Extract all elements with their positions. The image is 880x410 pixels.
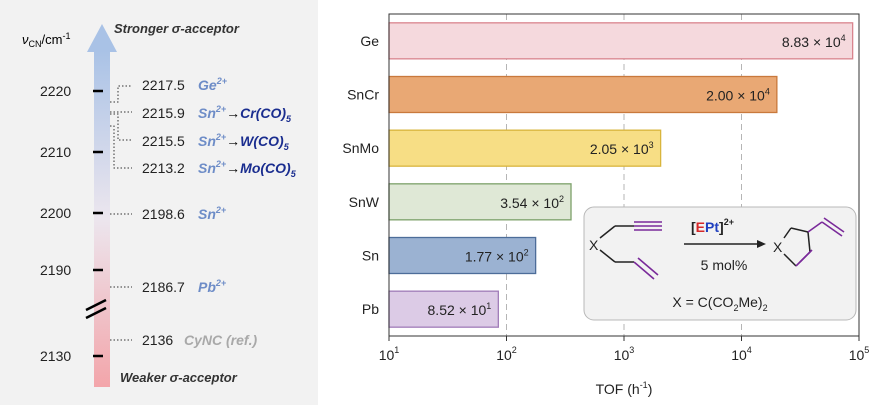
entry-ion: CyNC (ref.) [184,332,257,348]
entry-ion: Sn2+→Mo(CO)5 [198,159,297,179]
entry-ion: Sn2+→W(CO)5 [198,132,290,152]
bar-ge [388,22,854,60]
connector-snmo [110,125,132,169]
tick-label: 2200 [40,205,71,221]
tick-label: 2190 [40,262,71,278]
x-tick-label: 104 [731,345,752,363]
category-label: Ge [360,33,379,49]
axis-break-icon [85,298,107,320]
axis-label: νCN/cm-1 [22,31,70,49]
weaker-acceptor-label: Weaker σ-acceptor [120,370,238,385]
tick-label: 2130 [40,348,71,364]
entry-sncr: 2215.9 Sn2+→Cr(CO)5 [142,104,292,124]
x-tick-label: 102 [496,345,517,363]
entry-snmo: 2213.2 Sn2+→Mo(CO)5 [142,159,297,179]
entry-value: 2136 [142,332,173,348]
category-label: SnW [349,194,380,210]
value-label: 2.00 × 104 [706,87,770,104]
axis-tick-labels: 2220 2210 2200 2190 2130 [40,83,71,364]
bar-sncr [388,75,778,114]
tof-bar-chart: Ge SnCr SnMo SnW Sn Pb 8.83 × 104 2.00 × 104 2.… [342,13,870,397]
value-label: 1.77 × 102 [465,248,529,265]
axis-tick-marks [93,89,103,358]
entry-ion: Ge2+ [198,76,228,93]
category-label: SnMo [342,140,379,156]
product-x-label: X [773,239,783,255]
catalyst-label: [EPt]2+ [691,217,734,235]
entry-sn: 2198.6 Sn2+ [142,205,227,222]
reaction-arrowhead-icon [757,240,766,248]
entry-value: 2213.2 [142,160,185,176]
entry-ion: Sn2+→Cr(CO)5 [198,104,292,124]
dotted-connectors [110,85,132,341]
tick-label: 2210 [40,144,71,160]
value-label: 3.54 × 102 [500,194,564,211]
entry-cync: 2136 CyNC (ref.) [142,332,257,348]
x-axis-label: TOF (h-1) [596,380,653,397]
bar-snmo [388,129,662,167]
category-label: Pb [362,301,379,317]
entry-ge: 2217.5 Ge2+ [142,76,228,93]
x-tick-label: 105 [849,345,870,363]
tof-bar-chart-panel: Ge SnCr SnMo SnW Sn Pb 8.83 × 104 2.00 × 104 2.… [318,0,880,405]
gradient-arrow-head [87,24,117,52]
category-label: Sn [362,248,379,264]
value-label: 8.52 × 101 [428,301,492,318]
substrate-structure [599,225,634,263]
x-tick-label: 101 [379,345,400,363]
alkene-icon [633,257,659,280]
entry-pb: 2186.7 Pb2+ [142,278,227,295]
ir-frequency-figure: νCN/cm-1 Stronger σ-acceptor Weaker σ-ac… [0,0,318,405]
bars [388,22,854,328]
grid-lines [506,14,742,336]
bar-sn [388,236,537,275]
catalyst-loading: 5 mol% [701,257,748,273]
x-definition: X = C(CO2Me)2 [672,294,767,313]
entry-value: 2198.6 [142,206,185,222]
connector-ge [110,85,132,103]
bar-snw [388,183,572,221]
x-ticks: 101 102 103 104 105 [379,336,870,363]
inset-box [583,206,857,321]
connector-snw [110,113,132,141]
entry-ion: Sn2+ [198,205,227,222]
entry-value: 2215.5 [142,133,185,149]
category-labels: Ge SnCr SnMo SnW Sn Pb [342,33,379,317]
value-labels: 8.83 × 104 2.00 × 104 2.05 × 103 3.54 × 102… [428,33,846,318]
stronger-acceptor-label: Stronger σ-acceptor [114,21,240,36]
value-label: 8.83 × 104 [782,33,846,50]
entry-snw: 2215.5 Sn2+→W(CO)5 [142,132,290,152]
entry-value: 2186.7 [142,279,185,295]
reaction-scheme-inset: X [EPt]2+ 5 mol% X X = C(CO2Me)2 [583,206,857,321]
entry-value: 2217.5 [142,77,185,93]
substrate-x-label: X [589,237,599,253]
product-diene-icon [795,217,845,267]
x-tick-label: 103 [614,345,635,363]
ir-frequency-panel: νCN/cm-1 Stronger σ-acceptor Weaker σ-ac… [0,0,318,405]
gradient-arrow-shaft [94,50,110,387]
tick-label: 2220 [40,83,71,99]
entry-ion: Pb2+ [198,278,227,295]
category-label: SnCr [347,87,379,103]
left-panel-background [0,0,318,405]
frequency-entries: 2217.5 Ge2+ 2215.9 Sn2+→Cr(CO)5 2215.5 S… [142,76,297,348]
alkyne-icon [634,221,662,231]
product-structure [783,227,811,267]
value-label: 2.05 × 103 [590,140,654,157]
entry-value: 2215.9 [142,105,185,121]
